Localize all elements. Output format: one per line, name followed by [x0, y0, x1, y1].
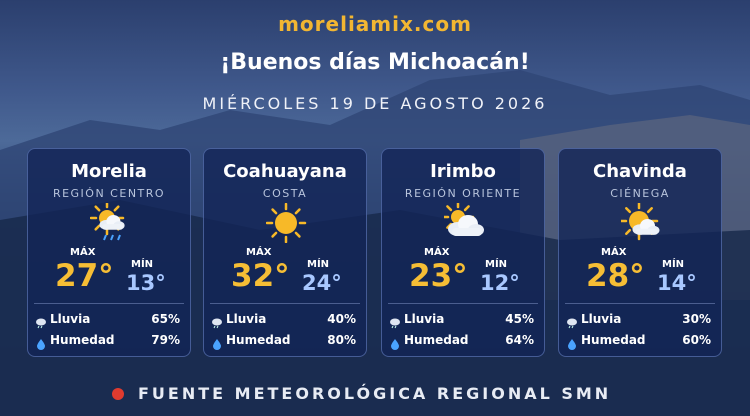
- max-label: MÁX: [424, 247, 450, 258]
- date: MIÉRCOLES 19 DE AGOSTO 2026: [202, 94, 548, 113]
- humidity-value: 64%: [505, 333, 534, 347]
- min-label: MÍN: [485, 259, 508, 270]
- divider: [565, 303, 715, 304]
- weather-icon: [441, 200, 486, 247]
- city-name: Chavinda: [593, 161, 687, 182]
- rain-value: 30%: [682, 312, 711, 326]
- region-name: COSTA: [262, 187, 308, 200]
- rain-label: Lluvia: [404, 312, 445, 326]
- min-temp: 13°: [126, 271, 166, 295]
- rain-label: Lluvia: [50, 312, 91, 326]
- footer: FUENTE METEOROLÓGICA REGIONAL SMN: [138, 384, 612, 403]
- weather-card: Morelia REGIÓN CENTRO MÁX 27° MÍN 13° Lluvia 65…: [27, 148, 191, 357]
- rain-icon: [211, 314, 223, 333]
- min-label: MÍN: [131, 259, 154, 270]
- weather-card: Coahuayana COSTA MÁX 32° MÍN 24° Lluvia 40% Hume…: [203, 148, 367, 357]
- min-temp: 14°: [657, 271, 697, 295]
- rain-icon: [35, 314, 47, 333]
- humidity-value: 60%: [682, 333, 711, 347]
- max-temp: 28°: [586, 258, 645, 294]
- city-name: Irimbo: [430, 161, 496, 182]
- rain-value: 45%: [505, 312, 534, 326]
- rain-value: 65%: [151, 312, 180, 326]
- rain-icon: [566, 314, 578, 333]
- min-label: MÍN: [307, 259, 330, 270]
- max-label: MÁX: [70, 247, 96, 258]
- max-temp: 23°: [409, 258, 468, 294]
- weather-card: Chavinda CIÉNEGA MÁX 28° MÍN 14° Lluvia 30% Hume…: [558, 148, 722, 357]
- min-temp: 12°: [480, 271, 520, 295]
- weather-icon: [265, 202, 308, 247]
- city-name: Coahuayana: [223, 161, 347, 182]
- min-temp: 24°: [302, 271, 342, 295]
- max-label: MÁX: [601, 247, 627, 258]
- region-name: REGIÓN ORIENTE: [404, 187, 522, 200]
- red-dot: [112, 388, 124, 400]
- rain-label: Lluvia: [581, 312, 622, 326]
- max-temp: 27°: [55, 258, 114, 294]
- max-label: MÁX: [246, 247, 272, 258]
- humidity-label: Humedad: [226, 333, 291, 347]
- divider: [210, 303, 360, 304]
- humidity-icon: [566, 335, 578, 354]
- rain-value: 40%: [327, 312, 356, 326]
- region-name: REGIÓN CENTRO: [52, 187, 166, 200]
- weather-icon: [619, 201, 663, 247]
- region-name: CIÉNEGA: [610, 187, 670, 200]
- rain-icon: [389, 314, 401, 333]
- min-label: MÍN: [662, 259, 685, 270]
- max-temp: 32°: [231, 258, 290, 294]
- rain-label: Lluvia: [226, 312, 267, 326]
- humidity-label: Humedad: [404, 333, 469, 347]
- humidity-value: 79%: [151, 333, 180, 347]
- humidity-icon: [389, 335, 401, 354]
- weather-icon: [89, 200, 132, 247]
- divider: [388, 303, 538, 304]
- humidity-label: Humedad: [50, 333, 115, 347]
- humidity-value: 80%: [327, 333, 356, 347]
- weather-card: Irimbo REGIÓN ORIENTE MÁX 23° MÍN 12° Lluvia 45…: [381, 148, 545, 357]
- city-name: Morelia: [71, 161, 147, 182]
- greeting: ¡Buenos días Michoacán!: [220, 50, 530, 75]
- humidity-icon: [211, 335, 223, 354]
- humidity-label: Humedad: [581, 333, 646, 347]
- divider: [34, 303, 184, 304]
- site-name: moreliamix.com: [278, 12, 472, 36]
- humidity-icon: [35, 335, 47, 354]
